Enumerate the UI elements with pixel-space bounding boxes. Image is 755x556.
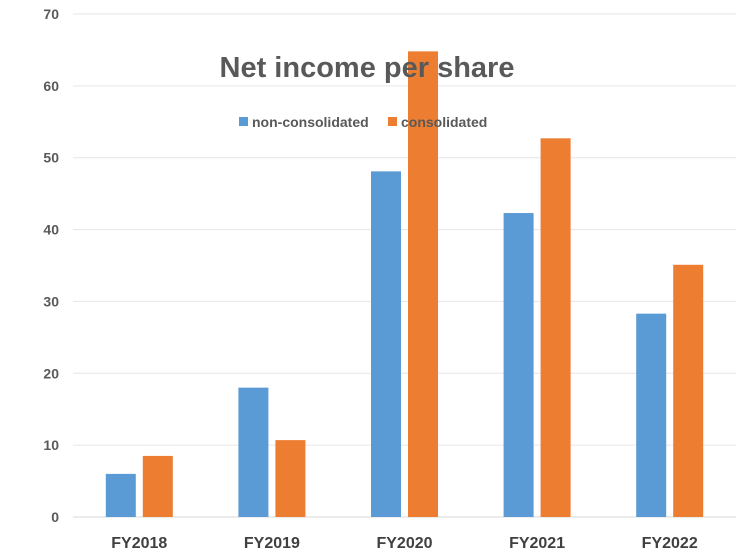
y-axis-tick-labels: 0 10 20 30 40 50 60 70 <box>43 6 59 525</box>
chart-title: Net income per share <box>220 52 515 84</box>
bar-non-consolidated-FY2022 <box>636 313 667 517</box>
bar-consolidated-FY2019 <box>275 440 306 517</box>
y-tick-label: 0 <box>51 509 59 525</box>
x-category-label: FY2021 <box>509 535 565 552</box>
bar-non-consolidated-FY2021 <box>503 213 534 517</box>
bar-consolidated-FY2021 <box>540 138 571 517</box>
bar-non-consolidated-FY2019 <box>238 387 269 517</box>
bars <box>105 51 704 518</box>
legend: non-consolidated consolidated <box>239 114 487 130</box>
legend-label-consolidated: consolidated <box>401 114 487 130</box>
y-tick-label: 40 <box>43 222 59 238</box>
gridlines <box>73 13 736 518</box>
x-category-label: FY2020 <box>376 535 432 552</box>
bar-non-consolidated-FY2018 <box>105 473 136 517</box>
y-tick-label: 50 <box>43 150 59 166</box>
y-tick-label: 20 <box>43 365 59 381</box>
legend-swatch-non-consolidated <box>239 117 248 126</box>
y-tick-label: 30 <box>43 293 59 309</box>
x-category-label: FY2022 <box>642 535 698 552</box>
x-category-label: FY2019 <box>244 535 300 552</box>
x-category-label: FY2018 <box>111 535 167 552</box>
bar-consolidated-FY2020 <box>408 51 438 517</box>
bar-consolidated-FY2022 <box>673 264 704 517</box>
legend-label-non-consolidated: non-consolidated <box>252 114 369 130</box>
y-tick-label: 60 <box>43 78 59 94</box>
y-tick-label: 10 <box>43 437 59 453</box>
bar-consolidated-FY2018 <box>142 455 173 517</box>
bar-non-consolidated-FY2020 <box>371 171 401 518</box>
legend-swatch-consolidated <box>388 117 397 126</box>
x-axis-category-labels: FY2018 FY2019 FY2020 FY2021 FY2022 <box>111 535 698 552</box>
y-tick-label: 70 <box>43 6 59 22</box>
